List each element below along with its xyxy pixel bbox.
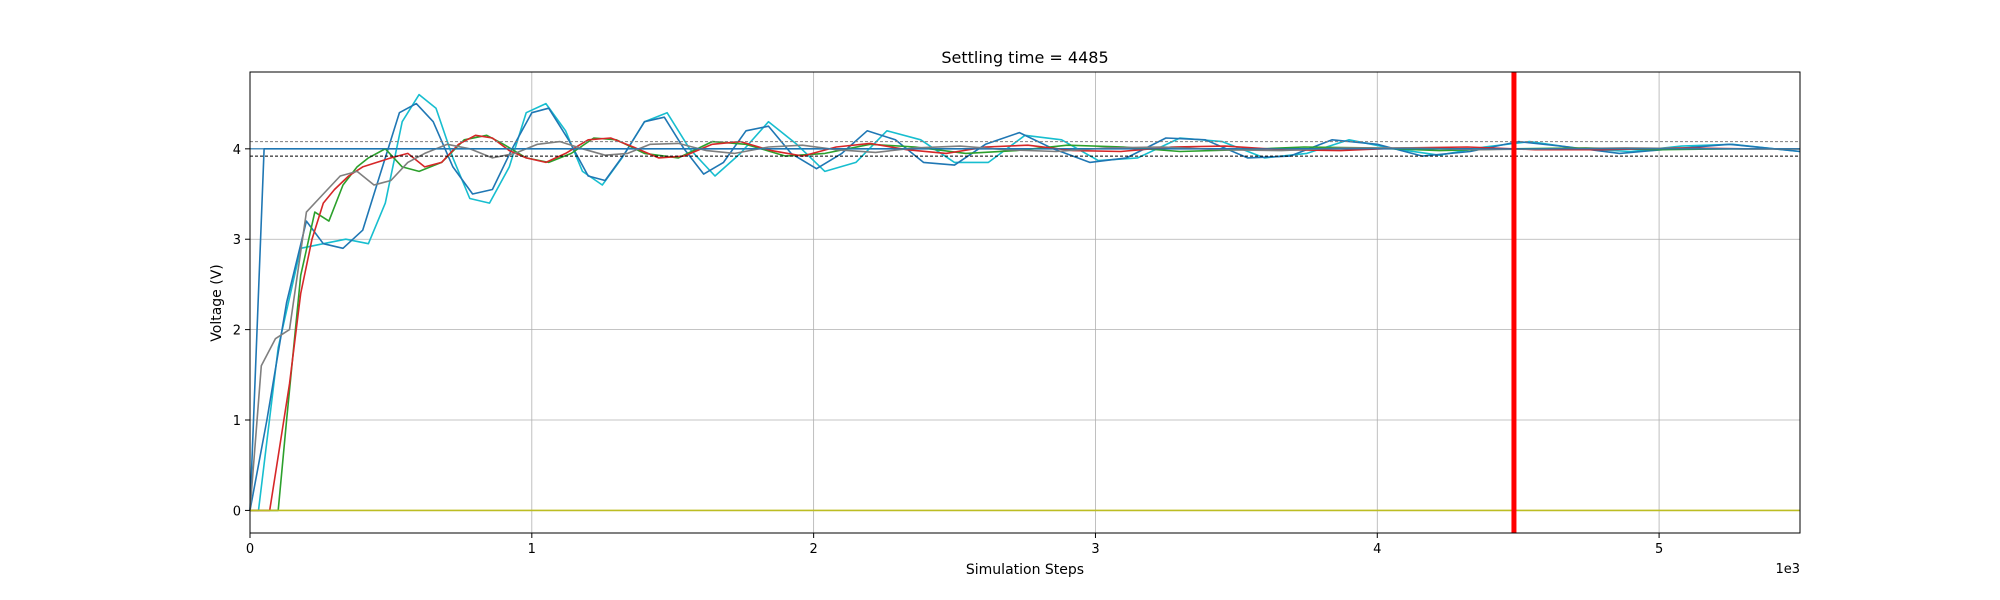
y-tick-label: 3 bbox=[233, 233, 241, 248]
x-axis-label: Simulation Steps bbox=[966, 562, 1084, 578]
reference-lines bbox=[250, 72, 1800, 533]
x-tick-label: 2 bbox=[809, 542, 817, 557]
x-tick-label: 0 bbox=[246, 542, 254, 557]
x-tick-label: 4 bbox=[1373, 542, 1381, 557]
series-line bbox=[250, 134, 1800, 512]
y-axis-label: Voltage (V) bbox=[209, 264, 225, 341]
y-tick-label: 2 bbox=[233, 324, 241, 339]
y-tick-label: 1 bbox=[233, 414, 241, 429]
chart-title: Settling time = 4485 bbox=[941, 48, 1108, 67]
y-tick-label: 4 bbox=[233, 143, 241, 158]
series-line bbox=[249, 102, 1801, 511]
ticks: 0 1 2 3 4 5 0 1 2 3 4 bbox=[233, 143, 1664, 557]
x-axis-offset-label: 1e3 bbox=[1775, 562, 1800, 577]
y-tick-label: 0 bbox=[233, 504, 241, 519]
x-tick-label: 3 bbox=[1091, 542, 1099, 557]
x-tick-label: 1 bbox=[528, 542, 536, 557]
series-line bbox=[249, 140, 1800, 511]
plot-frame bbox=[249, 71, 1801, 534]
x-tick-label: 5 bbox=[1655, 542, 1663, 557]
